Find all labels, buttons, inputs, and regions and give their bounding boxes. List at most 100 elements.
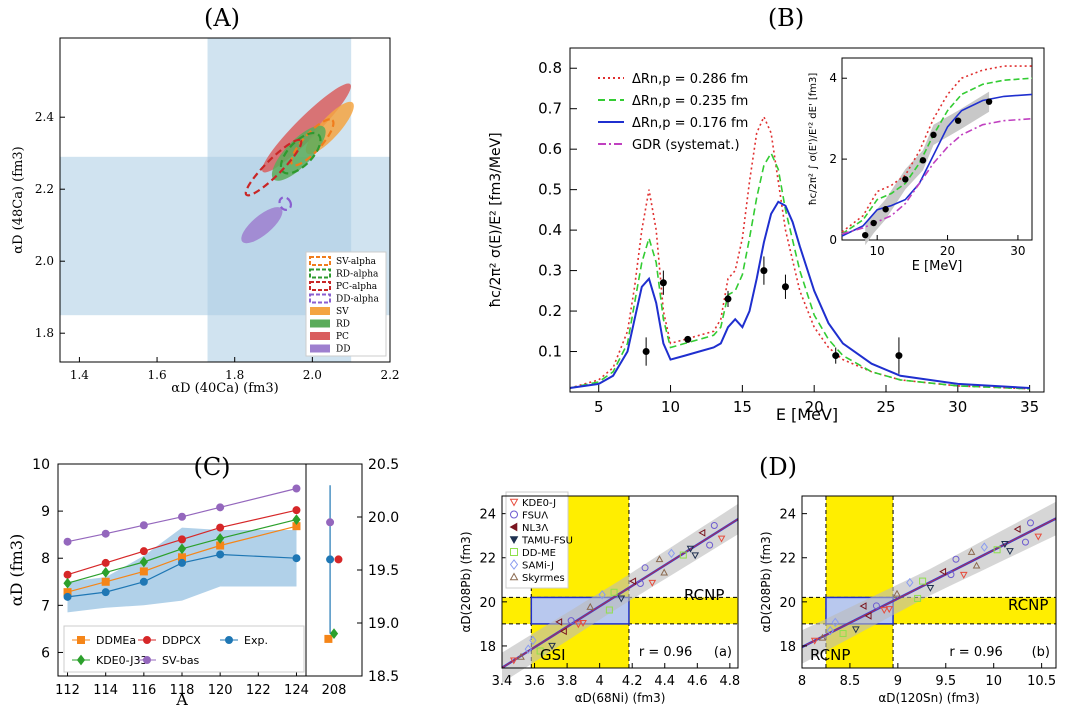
x-tick-label: 2.2 (380, 368, 399, 382)
data-marker (641, 564, 649, 572)
legend-label: ΔRn,p = 0.176 fm (632, 116, 748, 131)
y-tick-label: 0.4 (538, 221, 562, 239)
data-marker (629, 577, 637, 586)
legend-box (63, 625, 305, 673)
data-marker (660, 568, 669, 576)
legend-marker (143, 636, 151, 644)
x-tick-label: 120 (208, 683, 233, 698)
inset-curve-1 (841, 77, 1033, 235)
legend-label: SV-alpha (336, 257, 377, 267)
inset-band (865, 91, 990, 246)
data-marker (1026, 519, 1034, 527)
y-tick-label: 2.0 (35, 254, 54, 268)
fit-line-inner (801, 518, 1057, 648)
panel-label-D: (D) (759, 453, 797, 481)
series-marker (63, 570, 72, 579)
legend-swatch (309, 281, 331, 291)
inset-x-tick-label: 20 (940, 244, 955, 258)
x-tick-label: 20 (805, 398, 824, 416)
inset-y-tick-label: 4 (829, 71, 837, 85)
inset-x-axis-title: E [MeV] (912, 259, 963, 274)
inset-point (954, 117, 962, 124)
series-line (67, 525, 297, 593)
series-line-0 (569, 114, 1030, 390)
y-tick-label: 20 (779, 596, 796, 611)
y-tick-label: 0.1 (538, 343, 562, 361)
series-marker (101, 588, 110, 597)
pb208-marker (329, 628, 339, 639)
data-marker (914, 594, 922, 602)
y-tick-label: 8 (41, 551, 50, 567)
correlation-label: r = 0.96 (639, 645, 692, 660)
y-tick-label: 0.5 (538, 181, 562, 199)
x-tick-label: 10 (661, 398, 680, 416)
data-marker (655, 555, 664, 563)
x-tick-label: 1.6 (148, 368, 167, 382)
data-point (642, 348, 650, 356)
legend-label: DDPCX (162, 634, 201, 647)
x-tick-label: 3.6 (524, 674, 545, 689)
series-marker (177, 543, 187, 555)
y-tick-label: 9 (41, 504, 50, 520)
x-tick-label: 8 (798, 674, 806, 689)
data-marker (686, 545, 695, 553)
legend-marker (509, 498, 519, 507)
legend-box (505, 491, 569, 589)
series-line (67, 519, 297, 584)
inset-curve-2 (841, 93, 1033, 237)
series-marker (101, 566, 110, 578)
legend-marker (509, 536, 519, 545)
panel-d-b: 8 8.5 9 9.5 10 10.5 18 20 22 24 αD(120Sn) (fm3) αD(… (759, 496, 1057, 705)
x-tick-label: 2.0 (303, 368, 322, 382)
series-line-1 (569, 151, 1030, 390)
correlation-label: r = 0.96 (949, 645, 1002, 660)
x-tick-label: 1.8 (225, 368, 244, 382)
data-marker (536, 647, 544, 655)
series-marker (292, 484, 301, 493)
x-tick-label: 35 (1020, 398, 1039, 416)
data-marker (851, 626, 860, 634)
right-y-tick-label: 20.5 (368, 457, 399, 473)
x-tick-label: 15 (733, 398, 752, 416)
legend-swatch (310, 332, 330, 340)
legend-marker (510, 510, 518, 519)
series-marker (139, 556, 148, 568)
data-point (832, 352, 840, 360)
series-marker (63, 577, 72, 589)
legend-marker (76, 654, 86, 666)
x-tick-label: 5 (594, 398, 604, 416)
data-marker (636, 580, 644, 588)
series-marker (216, 523, 225, 532)
y-tick-label: 22 (479, 552, 496, 567)
legend-marker (510, 548, 518, 556)
data-marker (586, 602, 595, 610)
x-tick-label: 122 (246, 683, 271, 698)
legend-label: ΔRn,p = 0.235 fm (632, 94, 748, 109)
data-point (684, 335, 692, 343)
legend-marker (143, 656, 151, 664)
ellipse-rd (271, 125, 326, 181)
inset-point (930, 131, 937, 139)
ellipse-sv-alpha (290, 118, 335, 167)
ellipse-rd-alpha (279, 131, 322, 175)
y-tick-label: 2.2 (35, 182, 54, 196)
legend-label: KDE0-J33 (96, 654, 147, 667)
data-marker (509, 657, 518, 665)
subpanel-tag: (b) (1032, 645, 1050, 660)
series-marker (63, 592, 72, 601)
panel-a: 1.4 1.6 1.8 2.0 2.2 1.8 2.0 2.2 2.4 αD (40Ca) (fm… (11, 38, 400, 396)
fit-line-inner (501, 518, 739, 669)
y-tick-label: 24 (779, 508, 796, 523)
x-tick-label: 4.4 (654, 674, 675, 689)
x-axis-title: E [MeV] (776, 405, 838, 424)
x-tick-label: 3.8 (557, 674, 578, 689)
x-tick-label: 10 (985, 674, 1002, 689)
data-marker (864, 612, 872, 620)
data-marker (524, 644, 532, 654)
data-marker (559, 627, 567, 636)
x-axis-title: A (175, 690, 188, 709)
data-marker (667, 548, 676, 559)
legend-swatch (310, 307, 330, 315)
